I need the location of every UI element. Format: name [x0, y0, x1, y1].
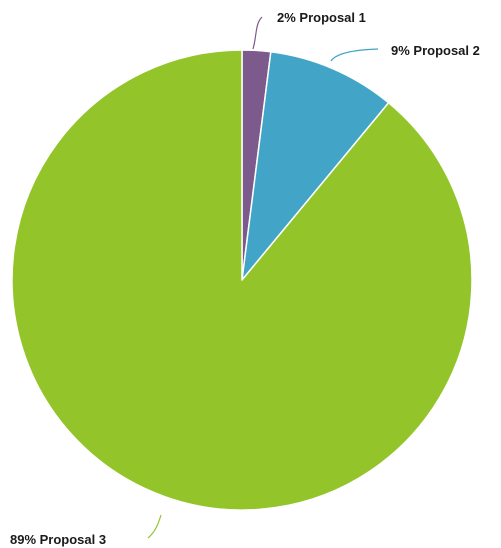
pie-slice-2: [241, 51, 390, 281]
leader-lines: [147, 16, 379, 539]
slice-label-proposal-1: 2% Proposal 1: [277, 10, 366, 25]
slice-labels: 2% Proposal 1 9% Proposal 2 89% Proposal…: [10, 10, 480, 547]
leader-line-3: [147, 514, 162, 539]
leader-line-2: [330, 48, 379, 62]
slice-label-proposal-2: 9% Proposal 2: [391, 43, 480, 58]
leader-line-1: [252, 16, 263, 50]
slice-label-proposal-3: 89% Proposal 3: [10, 532, 106, 547]
pie-slices: [11, 49, 473, 511]
pie-slice-3: [11, 49, 473, 511]
